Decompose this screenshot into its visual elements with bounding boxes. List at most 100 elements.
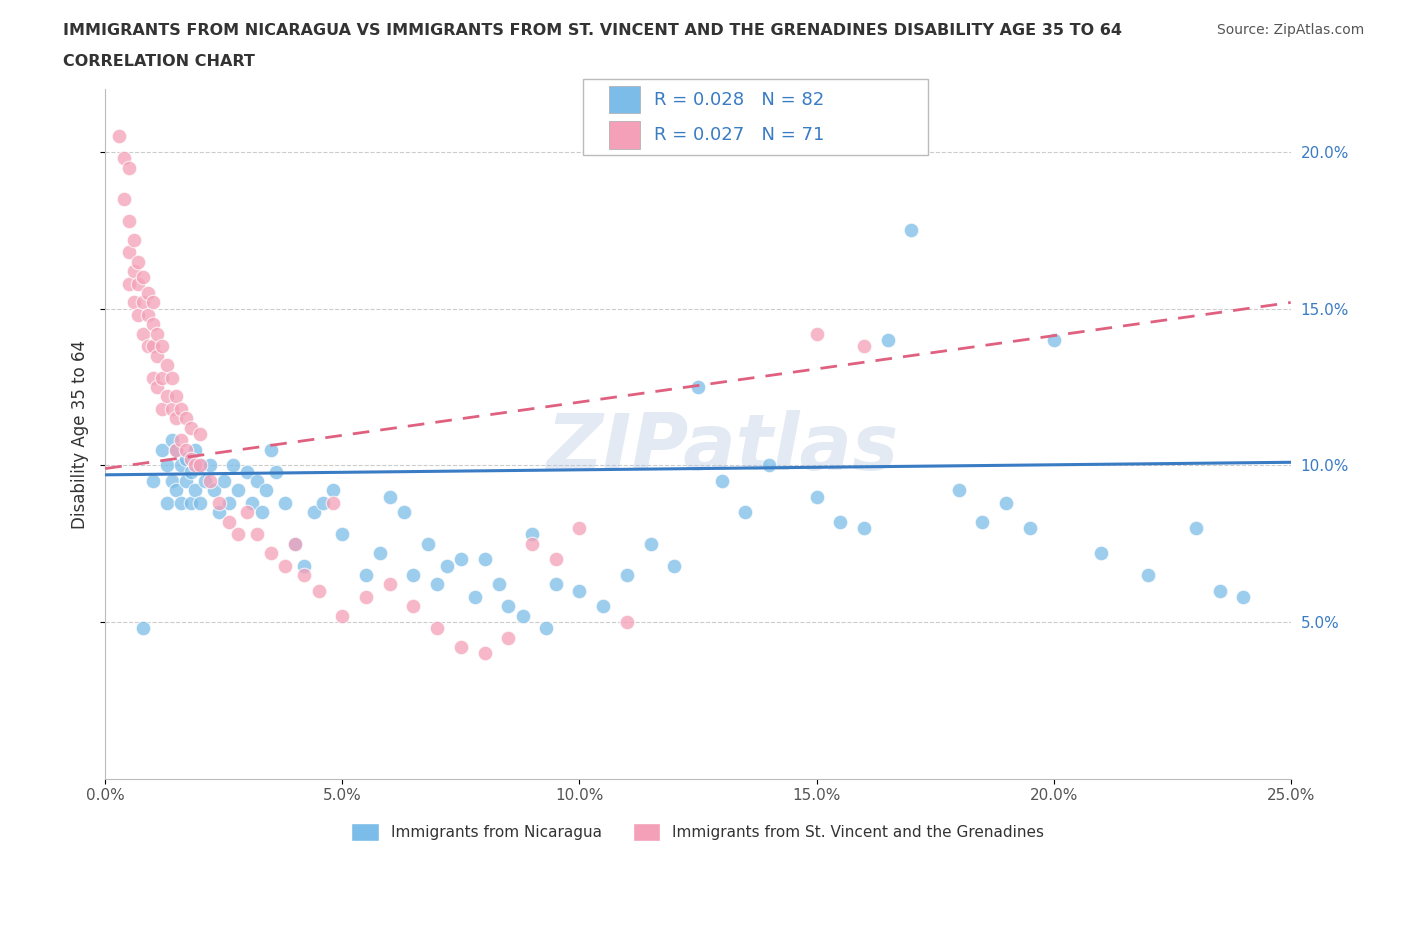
- Point: [165, 443, 187, 458]
- Point: [330, 527, 353, 542]
- Point: [378, 577, 401, 591]
- Point: [402, 599, 425, 614]
- Point: [122, 264, 145, 279]
- Point: [142, 339, 165, 353]
- Point: [142, 370, 165, 385]
- Point: [806, 326, 828, 341]
- Point: [246, 473, 269, 488]
- Point: [900, 223, 922, 238]
- Point: [330, 608, 353, 623]
- Point: [165, 483, 187, 498]
- Point: [150, 339, 173, 353]
- Point: [520, 537, 543, 551]
- Point: [1208, 583, 1230, 598]
- Point: [1019, 521, 1042, 536]
- Point: [464, 590, 486, 604]
- Point: [806, 489, 828, 504]
- Point: [208, 505, 231, 520]
- Point: [165, 443, 187, 458]
- Point: [127, 276, 149, 291]
- Point: [212, 473, 235, 488]
- Point: [236, 505, 259, 520]
- Point: [160, 402, 183, 417]
- Point: [734, 505, 756, 520]
- Point: [260, 546, 283, 561]
- Point: [260, 443, 283, 458]
- Point: [165, 411, 187, 426]
- Point: [450, 552, 472, 567]
- Point: [180, 420, 202, 435]
- Point: [426, 621, 449, 636]
- Point: [852, 339, 875, 353]
- Point: [1137, 567, 1160, 582]
- Point: [498, 631, 520, 645]
- Point: [474, 552, 496, 567]
- Point: [122, 232, 145, 247]
- Point: [520, 527, 543, 542]
- Point: [112, 192, 135, 206]
- Point: [292, 558, 315, 573]
- Point: [876, 333, 898, 348]
- Legend: Immigrants from Nicaragua, Immigrants from St. Vincent and the Grenadines: Immigrants from Nicaragua, Immigrants fr…: [346, 817, 1050, 847]
- Point: [710, 473, 733, 488]
- Point: [378, 489, 401, 504]
- Point: [170, 402, 193, 417]
- Point: [142, 295, 165, 310]
- Point: [132, 270, 155, 285]
- Point: [686, 379, 709, 394]
- Point: [402, 567, 425, 582]
- Point: [184, 458, 207, 472]
- Text: ZIPatlas: ZIPatlas: [546, 410, 898, 485]
- Point: [146, 326, 169, 341]
- Point: [174, 443, 197, 458]
- Y-axis label: Disability Age 35 to 64: Disability Age 35 to 64: [72, 339, 89, 528]
- Point: [592, 599, 614, 614]
- Point: [160, 370, 183, 385]
- Point: [512, 608, 534, 623]
- Point: [240, 496, 263, 511]
- Point: [250, 505, 273, 520]
- Point: [284, 537, 307, 551]
- Point: [132, 326, 155, 341]
- Point: [322, 496, 344, 511]
- Point: [544, 552, 567, 567]
- Point: [156, 358, 179, 373]
- Point: [758, 458, 780, 472]
- Point: [322, 483, 344, 498]
- Point: [142, 317, 165, 332]
- Point: [194, 473, 217, 488]
- Point: [118, 160, 141, 175]
- Point: [1090, 546, 1112, 561]
- Point: [226, 527, 249, 542]
- Point: [118, 245, 141, 259]
- Point: [180, 464, 202, 479]
- Point: [236, 464, 259, 479]
- Point: [616, 615, 638, 630]
- Point: [972, 514, 994, 529]
- Point: [150, 402, 173, 417]
- Point: [174, 452, 197, 467]
- Point: [292, 567, 315, 582]
- Point: [118, 276, 141, 291]
- Point: [180, 496, 202, 511]
- Point: [122, 295, 145, 310]
- Point: [274, 496, 297, 511]
- Point: [188, 458, 211, 472]
- Point: [170, 432, 193, 447]
- Point: [118, 214, 141, 229]
- Point: [188, 458, 211, 472]
- Point: [188, 496, 211, 511]
- Point: [127, 308, 149, 323]
- Point: [160, 473, 183, 488]
- Point: [392, 505, 415, 520]
- Point: [188, 427, 211, 442]
- Point: [156, 496, 179, 511]
- Point: [180, 452, 202, 467]
- Point: [948, 483, 970, 498]
- Point: [198, 473, 221, 488]
- Point: [226, 483, 249, 498]
- Text: R = 0.027   N = 71: R = 0.027 N = 71: [654, 126, 824, 144]
- Point: [184, 483, 207, 498]
- Point: [160, 432, 183, 447]
- Point: [146, 379, 169, 394]
